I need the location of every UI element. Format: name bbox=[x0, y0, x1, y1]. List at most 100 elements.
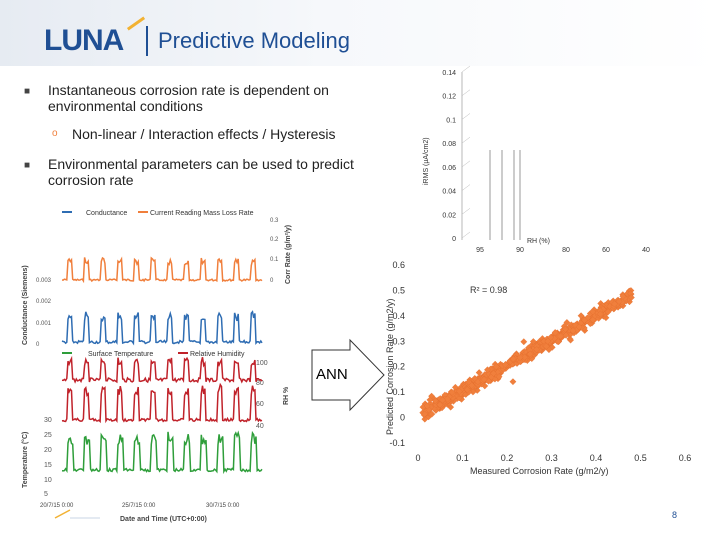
bottom-right-tick: 40 bbox=[256, 423, 264, 430]
scatter-x-tick: 0.2 bbox=[501, 453, 514, 463]
ann-label: ANN bbox=[316, 366, 348, 383]
legend-temperature: Surface Temperature bbox=[88, 351, 153, 358]
scatter-point bbox=[599, 305, 607, 313]
scatter-point bbox=[516, 358, 524, 366]
scatter-x-tick: 0.5 bbox=[634, 453, 647, 463]
scatter-point bbox=[471, 375, 479, 382]
sub-bullet-text: Non-linear / Interaction effects / Hyste… bbox=[72, 126, 336, 142]
scatter-point bbox=[596, 310, 604, 318]
conductance-trace bbox=[61, 310, 263, 346]
page-number: 8 bbox=[672, 510, 678, 520]
scatter-point bbox=[421, 415, 429, 423]
scatter-point bbox=[475, 369, 483, 377]
surface-chart: iRMS (µA/cm2) RH (%) 0.14 0.12 0.1 0.08 0.06… bbox=[423, 65, 650, 254]
scatter-point bbox=[501, 361, 509, 369]
scatter-x-tick: 0.3 bbox=[545, 453, 558, 463]
scatter-y-tick: 0.3 bbox=[392, 336, 405, 346]
scatter-point bbox=[484, 366, 491, 374]
scatter-point bbox=[516, 354, 524, 361]
scatter-point bbox=[428, 410, 436, 418]
bullet-icon: ■ bbox=[24, 86, 31, 97]
bottom-left-tick: 30 bbox=[44, 417, 52, 424]
bottom-left-tick: 25 bbox=[44, 432, 52, 439]
surface-y-gridline bbox=[461, 89, 471, 96]
mass-loss-trace bbox=[61, 256, 263, 284]
bottom-right-axis-label: RH % bbox=[283, 386, 290, 405]
surface-y-tick: 0.14 bbox=[442, 70, 456, 77]
scatter-point bbox=[577, 312, 585, 320]
x-tick-date: 30/7/15 0:00 bbox=[206, 503, 240, 509]
scatter-point bbox=[581, 316, 588, 324]
top-right-axis-label: Corr Rate (g/m²/y) bbox=[285, 225, 292, 284]
top-right-tick: 0 bbox=[270, 278, 274, 284]
scatter-point bbox=[627, 294, 635, 301]
legend-massloss: Current Reading Mass Loss Rate bbox=[150, 210, 254, 217]
scatter-point bbox=[554, 338, 562, 346]
scatter-point bbox=[509, 378, 517, 386]
top-left-axis-label: Conductance (Siemens) bbox=[22, 265, 29, 345]
scatter-point bbox=[509, 355, 517, 363]
scatter-x-tick: 0 bbox=[415, 453, 420, 463]
scatter-point bbox=[611, 300, 618, 308]
surface-y-tick: 0.1 bbox=[446, 117, 456, 124]
scatter-point bbox=[567, 336, 574, 344]
ann-arrow-icon bbox=[311, 338, 385, 412]
scatter-y-tick: -0.1 bbox=[389, 438, 405, 448]
surface-y-gridline bbox=[461, 113, 471, 120]
sensor-top-panel: Conductance Current Reading Mass Loss Ra… bbox=[22, 210, 292, 348]
x-tick-date: 25/7/15 0:00 bbox=[122, 503, 156, 509]
top-left-tick: 0.002 bbox=[36, 299, 52, 305]
scatter-point bbox=[490, 369, 497, 377]
scatter-point bbox=[423, 402, 431, 410]
scatter-x-tick: 0.4 bbox=[590, 453, 603, 463]
surface-y-gridline bbox=[461, 184, 471, 191]
scatter-y-tick: 0.2 bbox=[392, 362, 405, 372]
scatter-x-tick: 0.6 bbox=[679, 453, 692, 463]
bottom-left-tick: 20 bbox=[44, 447, 52, 454]
top-right-tick: 0.2 bbox=[270, 237, 279, 243]
scatter-chart: Predicted Corrosion Rate (g/m2/y) Measur… bbox=[385, 260, 691, 476]
surface-y-tick: 0.06 bbox=[442, 165, 456, 172]
scatter-x-tick: 0.1 bbox=[456, 453, 469, 463]
x-tick-date: 20/7/15 0:00 bbox=[40, 503, 74, 509]
scatter-point bbox=[439, 396, 446, 404]
header-divider bbox=[146, 26, 148, 56]
surface-y-tick: 0.08 bbox=[442, 141, 456, 148]
scatter-point bbox=[529, 338, 537, 345]
bottom-left-tick: 10 bbox=[44, 477, 52, 484]
top-right-tick: 0.3 bbox=[270, 218, 279, 224]
bottom-left-tick: 5 bbox=[44, 491, 48, 498]
surface-y-gridline bbox=[461, 231, 471, 239]
scatter-point bbox=[436, 401, 444, 409]
scatter-y-tick: 0.6 bbox=[392, 260, 405, 270]
surface-x-tick: 40 bbox=[642, 247, 650, 254]
surface-x-tick: 80 bbox=[562, 247, 570, 254]
surface-xlabel: RH (%) bbox=[527, 238, 550, 245]
surface-y-gridline bbox=[461, 136, 471, 144]
surface-x-tick: 90 bbox=[516, 247, 524, 254]
header-bar: LUNA Predictive Modeling bbox=[0, 0, 720, 66]
scatter-point bbox=[615, 297, 623, 305]
top-right-tick: 0.1 bbox=[270, 257, 279, 263]
scatter-point bbox=[575, 323, 583, 331]
scatter-point bbox=[584, 314, 592, 322]
temperature-trace bbox=[61, 430, 263, 475]
surface-x-tick: 95 bbox=[476, 247, 484, 254]
scatter-y-tick: 0 bbox=[400, 413, 405, 423]
luna-logo: LUNA bbox=[44, 24, 124, 57]
scatter-point bbox=[468, 381, 476, 389]
sensor-bottom-panel: Surface Temperature Relative Humidity 30… bbox=[21, 351, 290, 523]
bottom-right-tick: 60 bbox=[256, 401, 264, 408]
legend-humidity: Relative Humidity bbox=[190, 351, 245, 358]
scatter-point bbox=[455, 387, 463, 395]
scatter-point bbox=[421, 410, 429, 418]
surface-y-gridline bbox=[461, 65, 471, 73]
scatter-y-tick: 0.4 bbox=[392, 311, 405, 321]
top-panel-bg bbox=[60, 265, 265, 345]
bullet-text-1: Instantaneous corrosion rate is dependen… bbox=[48, 82, 329, 114]
bottom-panel-bg bbox=[60, 360, 265, 490]
scatter-point bbox=[526, 350, 534, 358]
bottom-left-axis-label: Temperature (°C) bbox=[21, 432, 29, 488]
scatter-point bbox=[444, 395, 451, 403]
